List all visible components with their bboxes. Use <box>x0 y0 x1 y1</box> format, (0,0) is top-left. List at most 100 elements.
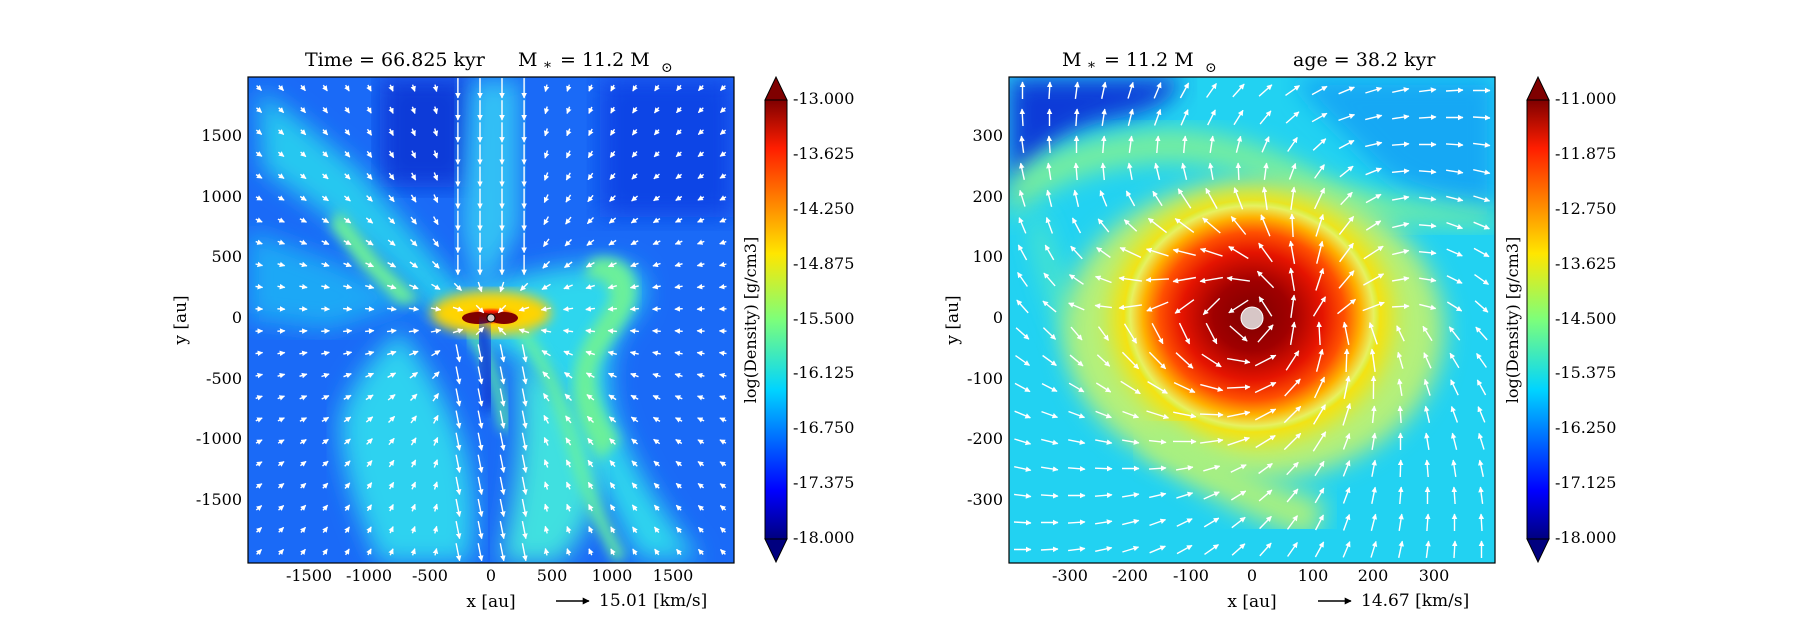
velocity-vector <box>1015 327 1030 340</box>
velocity-vector <box>1365 86 1383 94</box>
velocity-vector <box>499 498 506 518</box>
left-xtick-label: -1000 <box>346 566 392 585</box>
velocity-vector <box>477 498 484 518</box>
velocity-vector <box>654 548 660 556</box>
velocity-vector <box>609 172 616 180</box>
colorbar-tick-label: -14.250 <box>793 199 854 218</box>
velocity-vector <box>499 432 506 451</box>
velocity-vector <box>674 372 683 379</box>
velocity-vector <box>566 128 572 137</box>
velocity-vector <box>1342 486 1351 504</box>
velocity-vector <box>365 372 375 379</box>
right-ytick-label: -300 <box>967 490 1003 509</box>
velocity-vector <box>452 328 464 334</box>
velocity-vector <box>321 283 330 290</box>
velocity-vector <box>1258 84 1273 97</box>
velocity-vector <box>631 151 638 158</box>
velocity-vector <box>607 306 617 312</box>
velocity-vector <box>631 438 639 445</box>
velocity-vector <box>1287 137 1298 152</box>
velocity-vector <box>607 261 617 268</box>
right-colorbar: -11.000 -11.875 -12.750 -13.625 -14.500 … <box>1503 75 1616 564</box>
velocity-vector <box>1261 136 1270 153</box>
right-title-star-sub: * <box>1088 60 1095 76</box>
velocity-vector <box>300 526 307 533</box>
velocity-vector <box>1175 465 1194 471</box>
velocity-vector <box>1069 354 1084 367</box>
velocity-vector <box>1391 168 1410 174</box>
velocity-vector <box>1392 87 1410 93</box>
velocity-vector <box>1235 135 1243 153</box>
velocity-vector <box>277 439 285 445</box>
velocity-vector <box>410 84 416 92</box>
velocity-vector <box>1397 459 1404 478</box>
velocity-vector <box>277 239 286 245</box>
velocity-vector <box>499 410 506 429</box>
velocity-vector <box>607 350 617 357</box>
velocity-vector <box>1316 321 1322 346</box>
right-y-axis-label: y [au] <box>943 295 963 345</box>
velocity-vector <box>1314 514 1325 531</box>
velocity-vector <box>1338 139 1355 150</box>
velocity-vector <box>1228 245 1249 260</box>
velocity-vector <box>1449 352 1460 369</box>
left-y-ticks: 1500 1000 500 0 -500 -1000 -1500 <box>196 126 242 509</box>
velocity-vector <box>1290 186 1297 210</box>
velocity-vector <box>1419 196 1437 202</box>
velocity-vector <box>300 84 306 92</box>
velocity-vector <box>1070 326 1083 341</box>
velocity-vector <box>610 526 616 534</box>
velocity-vector <box>366 84 372 92</box>
velocity-vector <box>719 195 727 201</box>
velocity-vector <box>610 548 616 556</box>
velocity-vector <box>1370 513 1378 531</box>
velocity-vector <box>365 350 375 357</box>
velocity-vector <box>477 281 483 293</box>
velocity-vector <box>278 107 285 114</box>
right-arrow-legend: 14.67 [km/s] <box>1361 591 1469 611</box>
velocity-vector <box>719 151 727 157</box>
velocity-vector <box>388 415 396 423</box>
velocity-vector <box>543 547 550 556</box>
velocity-vector <box>255 395 263 401</box>
velocity-vector <box>586 394 595 401</box>
velocity-vector <box>255 261 264 268</box>
velocity-vector <box>543 436 550 446</box>
velocity-vector <box>1337 298 1356 315</box>
velocity-vector <box>719 107 727 114</box>
velocity-vector <box>652 239 661 246</box>
velocity-vector <box>652 416 661 423</box>
velocity-vector <box>1097 326 1110 341</box>
velocity-vector <box>521 454 528 473</box>
velocity-vector <box>343 438 351 445</box>
velocity-vector <box>718 350 727 357</box>
velocity-vector <box>1422 325 1433 342</box>
velocity-vector <box>278 129 285 136</box>
velocity-vector <box>300 482 307 489</box>
velocity-vector <box>1202 217 1221 234</box>
velocity-vector <box>1285 350 1300 371</box>
colorbar-tick-label: -11.875 <box>1555 144 1616 163</box>
colorbar-tick-label: -13.625 <box>793 144 854 163</box>
velocity-vector <box>720 549 727 556</box>
velocity-vector <box>1446 221 1464 230</box>
velocity-vector <box>521 543 528 562</box>
velocity-vector <box>674 261 683 268</box>
velocity-vector <box>696 350 705 357</box>
velocity-vector <box>1419 87 1437 93</box>
right-ytick-label: 0 <box>993 308 1003 327</box>
velocity-vector <box>432 150 439 159</box>
velocity-vector <box>344 84 350 92</box>
velocity-vector <box>1362 301 1385 312</box>
colorbar-tick-label: -15.500 <box>793 309 854 328</box>
velocity-vector <box>719 526 727 533</box>
left-title-m: M <box>518 49 537 71</box>
velocity-vector <box>630 217 639 224</box>
velocity-vector <box>410 415 417 424</box>
colorbar-tick-label: -14.875 <box>793 254 854 273</box>
velocity-vector <box>1127 162 1133 181</box>
velocity-vector <box>1204 544 1219 555</box>
velocity-vector <box>299 350 308 357</box>
velocity-vector <box>300 129 307 136</box>
velocity-vector <box>1474 300 1489 313</box>
